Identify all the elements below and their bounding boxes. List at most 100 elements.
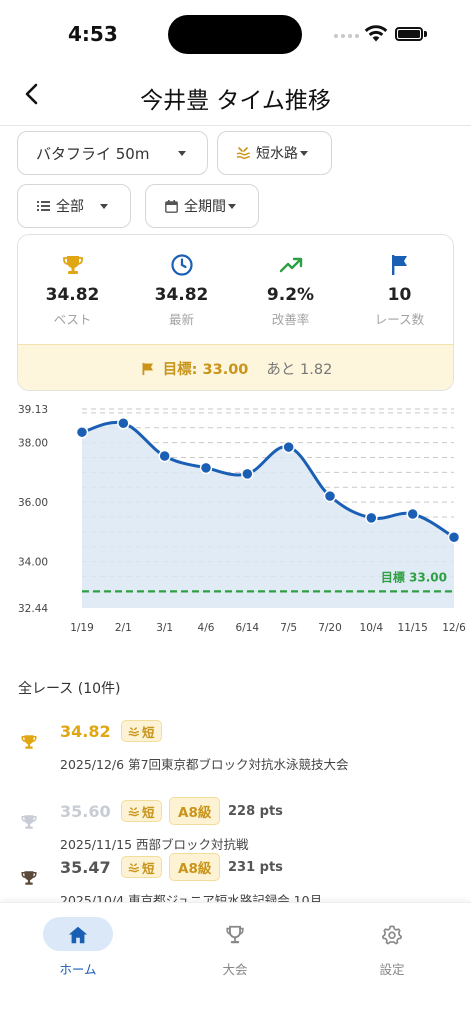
data-point xyxy=(241,467,254,481)
flag-icon xyxy=(142,362,153,375)
course-badge-label: 短 xyxy=(142,860,155,876)
x-tick-label: 12/6 xyxy=(442,622,466,634)
course-badge: 短 xyxy=(121,800,162,822)
goal-remaining: あと 1.82 xyxy=(266,362,333,378)
chevron-left-icon xyxy=(25,83,38,105)
period-dropdown[interactable]: 全期間 xyxy=(145,184,259,228)
trophy-icon xyxy=(21,871,37,885)
stat-best-label: ベスト xyxy=(53,312,92,327)
race-row[interactable]: 34.82 短 2025/12/6 第7回東京都ブロック対抗水泳競技大会 xyxy=(0,710,471,780)
course-badge: 短 xyxy=(121,720,162,742)
data-point xyxy=(323,489,337,503)
caret-down-icon xyxy=(300,151,308,156)
x-tick-label: 7/5 xyxy=(280,622,297,634)
data-point xyxy=(117,417,130,430)
trophy-icon xyxy=(226,925,244,944)
time-trend-chart: 目標 33.00 39.13 38.00 36.00 34.00 32.44 1/19 2/1… xyxy=(18,404,466,634)
x-tick-label: 11/15 xyxy=(398,622,428,634)
back-button[interactable] xyxy=(14,76,50,112)
status-time: 4:53 xyxy=(68,22,118,46)
stat-latest-value: 34.82 xyxy=(154,285,209,305)
x-tick-label: 1/19 xyxy=(70,622,94,634)
race-row[interactable]: 35.60 短 A8級 228 pts 2025/11/15 西部ブロック対抗戦 xyxy=(0,790,471,860)
x-tick-label: 7/20 xyxy=(318,622,342,634)
list-icon xyxy=(37,201,50,211)
race-time: 35.60 xyxy=(60,802,111,821)
gear-icon xyxy=(382,925,402,945)
wifi-icon xyxy=(364,25,388,42)
trophy-icon xyxy=(21,735,37,749)
y-tick-label: 38.00 xyxy=(18,438,48,450)
battery-icon xyxy=(395,27,423,41)
stat-improvement-label: 改善率 xyxy=(271,312,310,327)
race-points: 228 pts xyxy=(228,804,283,819)
stat-improvement-value: 9.2% xyxy=(266,285,315,305)
tab-settings-label: 設定 xyxy=(379,962,405,977)
cellular-signal-icon xyxy=(334,34,359,38)
navigation-bar: 今井豊 タイム推移 xyxy=(0,64,471,126)
y-tick-label: 39.13 xyxy=(18,404,48,416)
caret-down-icon xyxy=(228,204,236,209)
data-point xyxy=(365,511,378,525)
period-dropdown-label: 全期間 xyxy=(184,199,226,215)
y-tick-label: 36.00 xyxy=(18,497,48,509)
trending-up-icon xyxy=(279,257,303,273)
clock-icon xyxy=(171,254,193,276)
chart-area-fill xyxy=(82,422,454,608)
x-tick-label: 10/4 xyxy=(360,622,384,634)
y-tick-label: 32.44 xyxy=(18,603,48,615)
trophy-icon xyxy=(63,256,83,274)
y-tick-label: 34.00 xyxy=(18,557,48,569)
x-tick-label: 3/1 xyxy=(156,622,173,634)
course-dropdown-label: 短水路 xyxy=(256,146,298,162)
series-line xyxy=(80,420,456,539)
status-bar: 4:53 xyxy=(0,0,471,64)
dynamic-island xyxy=(168,15,302,54)
stat-latest-label: 最新 xyxy=(168,312,194,327)
tab-meets-label: 大会 xyxy=(222,962,248,977)
x-tick-label: 6/14 xyxy=(236,622,260,634)
battery-tip xyxy=(424,31,427,37)
data-point xyxy=(447,530,461,544)
stat-race-count-label: レース数 xyxy=(374,312,425,327)
page-title: 今井豊 タイム推移 xyxy=(140,88,331,114)
stat-best-value: 34.82 xyxy=(45,285,100,305)
pool-icon xyxy=(128,862,139,872)
course-dropdown[interactable]: 短水路 xyxy=(217,131,332,175)
tab-settings[interactable]: 設定 xyxy=(335,915,455,981)
race-points: 231 pts xyxy=(228,860,283,875)
race-time: 34.82 xyxy=(60,722,111,741)
level-badge: A8級 xyxy=(169,797,221,825)
course-badge: 短 xyxy=(121,856,162,878)
tab-home[interactable]: ホーム xyxy=(21,915,141,981)
race-list-header: 全レース (10件) xyxy=(18,681,121,697)
event-dropdown-label: バタフライ 50m xyxy=(36,144,150,163)
level-badge: A8級 xyxy=(169,853,221,881)
data-point xyxy=(75,425,89,439)
race-time: 35.47 xyxy=(60,858,111,877)
trophy-icon xyxy=(21,815,37,829)
x-tick-label: 4/6 xyxy=(198,622,215,634)
x-tick-label: 2/1 xyxy=(115,622,132,634)
bottom-tab-bar: ホーム 大会 設定 xyxy=(0,902,471,1024)
calendar-icon xyxy=(165,199,178,213)
caret-down-icon xyxy=(178,151,186,156)
race-meet: 2025/12/6 第7回東京都ブロック対抗水泳競技大会 xyxy=(60,757,349,772)
tab-meets[interactable]: 大会 xyxy=(178,915,298,981)
home-icon xyxy=(68,926,88,944)
pool-icon xyxy=(128,726,139,736)
course-badge-label: 短 xyxy=(142,804,155,820)
stat-race-count-value: 10 xyxy=(387,285,412,305)
goal-banner: 目標: 33.00 あと 1.82 xyxy=(18,344,453,390)
tab-home-label: ホーム xyxy=(59,962,97,977)
event-dropdown[interactable]: バタフライ 50m xyxy=(17,131,208,175)
data-point xyxy=(282,440,295,454)
data-point xyxy=(199,461,213,475)
pool-icon xyxy=(128,806,139,816)
goal-line-label: 目標 33.00 xyxy=(381,569,447,584)
flag-icon xyxy=(392,255,407,275)
category-dropdown[interactable]: 全部 xyxy=(17,184,131,228)
category-dropdown-label: 全部 xyxy=(56,199,84,215)
caret-down-icon xyxy=(100,204,108,209)
course-badge-label: 短 xyxy=(142,724,155,740)
